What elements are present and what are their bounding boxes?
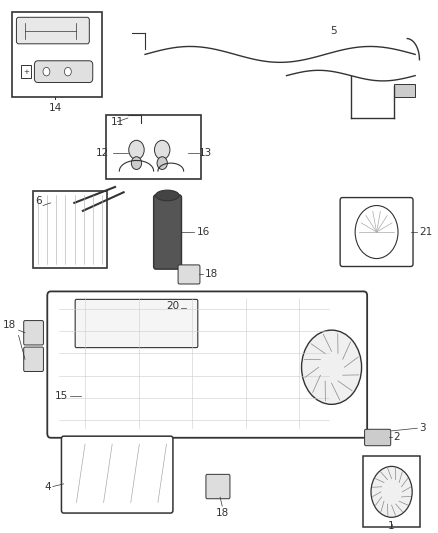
Text: 2: 2 — [394, 432, 400, 442]
Text: 1: 1 — [388, 521, 395, 530]
FancyBboxPatch shape — [35, 61, 93, 83]
Circle shape — [64, 67, 71, 76]
Text: 20: 20 — [166, 301, 179, 311]
Text: 18: 18 — [205, 270, 218, 279]
Text: 15: 15 — [55, 391, 68, 401]
Text: 18: 18 — [3, 320, 17, 330]
FancyBboxPatch shape — [17, 17, 89, 44]
FancyBboxPatch shape — [154, 195, 181, 269]
Text: 18: 18 — [215, 508, 229, 518]
Text: 12: 12 — [95, 148, 109, 158]
Bar — [394, 84, 415, 97]
Text: 11: 11 — [111, 117, 124, 127]
Text: +: + — [23, 69, 29, 75]
Ellipse shape — [155, 190, 179, 201]
FancyBboxPatch shape — [33, 191, 107, 268]
Circle shape — [301, 330, 362, 405]
Text: 5: 5 — [330, 26, 337, 36]
Bar — [21, 65, 32, 78]
Circle shape — [371, 466, 412, 518]
FancyBboxPatch shape — [363, 456, 420, 527]
Circle shape — [157, 157, 167, 169]
Text: 13: 13 — [198, 148, 212, 158]
Circle shape — [43, 67, 50, 76]
FancyBboxPatch shape — [206, 474, 230, 499]
FancyBboxPatch shape — [12, 12, 102, 97]
FancyBboxPatch shape — [185, 303, 198, 316]
Text: 16: 16 — [197, 227, 210, 237]
Circle shape — [131, 157, 141, 169]
FancyBboxPatch shape — [106, 115, 201, 179]
Circle shape — [155, 140, 170, 159]
FancyBboxPatch shape — [364, 429, 391, 446]
Text: 3: 3 — [420, 423, 426, 433]
Text: 4: 4 — [44, 481, 51, 491]
FancyBboxPatch shape — [24, 347, 43, 372]
FancyBboxPatch shape — [47, 292, 367, 438]
Text: 6: 6 — [36, 196, 42, 206]
FancyBboxPatch shape — [340, 198, 413, 266]
Text: 21: 21 — [420, 227, 433, 237]
FancyBboxPatch shape — [178, 265, 200, 284]
FancyBboxPatch shape — [61, 436, 173, 513]
Text: 14: 14 — [48, 103, 62, 113]
FancyBboxPatch shape — [24, 320, 43, 345]
FancyBboxPatch shape — [75, 300, 198, 348]
Circle shape — [129, 140, 144, 159]
